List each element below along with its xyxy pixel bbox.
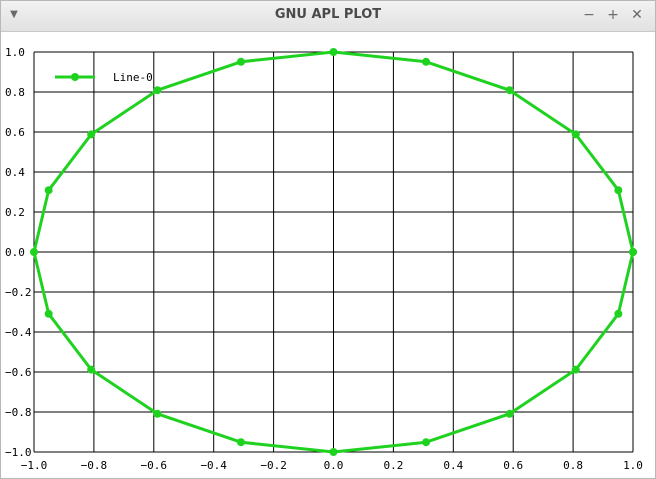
x-tick-label: −0.8 <box>81 459 108 472</box>
data-point <box>329 48 338 56</box>
data-point <box>629 248 637 256</box>
x-tick-label: 0.0 <box>324 459 344 472</box>
data-point <box>44 309 53 318</box>
y-tick-label: 0.0 <box>5 246 25 259</box>
data-point <box>614 309 623 318</box>
data-point <box>505 86 514 95</box>
x-tick-label: 1.0 <box>623 459 643 472</box>
close-icon[interactable]: ✕ <box>631 7 643 23</box>
x-tick-label: −0.4 <box>200 459 227 472</box>
data-point <box>614 186 623 195</box>
data-point <box>571 365 580 374</box>
y-tick-label: −0.4 <box>5 326 32 339</box>
minus-icon[interactable]: − <box>583 7 595 23</box>
data-point <box>153 86 162 95</box>
series-group <box>30 48 637 456</box>
x-tick-label: 0.6 <box>503 459 523 472</box>
line-chart: −1.0 −0.8 −0.6 −0.4 −0.2 0.0 0.2 0.4 0.6 0.8 1.0 1… <box>5 46 643 472</box>
data-point <box>505 409 514 418</box>
legend-marker <box>71 73 79 81</box>
x-tick-label: 0.4 <box>443 459 463 472</box>
y-tick-label: −0.6 <box>5 366 32 379</box>
title-bar[interactable]: ▼ GNU APL PLOT − + ✕ <box>1 1 655 32</box>
data-point <box>87 365 96 374</box>
x-tick-label: −0.6 <box>141 459 168 472</box>
y-tick-labels: 1.0 0.8 0.6 0.4 0.2 0.0 −0.2 −0.4 −0.6 −0.8 −1.0 <box>5 46 32 459</box>
window-title: GNU APL PLOT <box>274 7 382 22</box>
y-tick-label: 1.0 <box>5 46 25 59</box>
data-point <box>236 438 245 447</box>
data-point <box>153 409 162 418</box>
legend-label: Line-0 <box>113 71 153 84</box>
plus-icon[interactable]: + <box>607 7 619 23</box>
x-tick-label: −0.2 <box>260 459 287 472</box>
data-point <box>44 186 53 195</box>
y-tick-label: −0.2 <box>5 286 32 299</box>
legend: Line-0 <box>55 71 153 84</box>
data-point <box>422 438 431 447</box>
y-tick-label: 0.6 <box>5 126 25 139</box>
data-point <box>30 248 38 256</box>
data-point <box>329 448 338 456</box>
triangle-down-icon[interactable]: ▼ <box>10 9 18 20</box>
data-point <box>87 130 96 139</box>
y-tick-label: 0.4 <box>5 166 25 179</box>
data-point <box>422 57 431 66</box>
data-point <box>571 130 580 139</box>
data-point <box>236 57 245 66</box>
x-tick-label: 0.8 <box>563 459 583 472</box>
y-tick-label: 0.2 <box>5 206 25 219</box>
x-tick-label: −1.0 <box>21 459 48 472</box>
y-tick-label: −0.8 <box>5 406 32 419</box>
x-tick-label: 0.2 <box>383 459 403 472</box>
x-tick-labels: −1.0 −0.8 −0.6 −0.4 −0.2 0.0 0.2 0.4 0.6 0.8 1.0 <box>21 459 643 472</box>
y-tick-label: 0.8 <box>5 86 25 99</box>
y-tick-label: −1.0 <box>5 446 32 459</box>
